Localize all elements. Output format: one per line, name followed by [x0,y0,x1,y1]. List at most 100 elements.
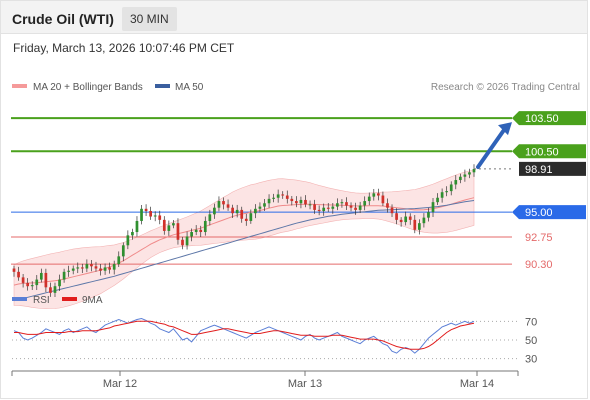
candle-body [326,207,330,209]
candle-body [404,216,408,223]
level-label-90.30: 90.30 [525,259,553,271]
candle-body [108,267,111,270]
candle-body [162,219,166,231]
legend-label-ma20: MA 20 + Bollinger Bands [33,82,143,93]
legend-swatch-ma20 [12,84,27,88]
x-tick-label: Mar 13 [288,378,322,390]
candle-body [431,202,435,213]
candle-body [276,194,280,198]
candle-body [345,202,348,206]
candle-body [94,266,98,269]
candle-body [158,215,162,220]
candle-body [203,220,207,233]
candle-body [39,272,43,280]
candle-body [367,196,371,202]
legend-swatch-ma50 [155,84,170,88]
candle-body [103,267,107,271]
candle-body [121,245,125,257]
rsi-tick-70: 70 [525,316,537,328]
timeframe-button[interactable]: 30 MIN [122,7,177,31]
chart-header: Crude Oil (WTI) 30 MIN [0,0,588,34]
candle-body [358,205,362,210]
x-axis: Mar 12 Mar 13 Mar 14 [11,371,519,390]
candle-body [12,268,16,272]
candle-body [231,207,234,214]
candle-body [285,195,289,199]
candle-body [436,197,439,203]
candle-body [317,209,321,212]
last-price-label: 98.91 [525,164,553,176]
candle-body [390,207,394,214]
candle-body [295,201,298,204]
x-tick-label: Mar 12 [103,378,137,390]
candle-body [208,214,212,221]
candle-body [454,180,458,185]
candle-body [363,201,367,206]
candle-body [21,277,25,283]
candle-body [80,267,84,269]
candle-body [26,282,30,287]
candle-body [304,199,307,205]
candle-body [140,208,143,221]
candle-body [440,192,444,198]
candle-body [445,191,449,193]
candle-body [213,207,216,215]
candle-body [372,193,376,197]
level-label-100.50: 100.50 [525,146,559,158]
candle-body [399,219,403,223]
candle-body [472,168,476,173]
candle-body [377,193,380,196]
level-tag-100.50 [512,144,586,159]
candle-body [190,232,193,237]
candle-body [53,286,57,293]
candle-body [381,195,385,204]
candle-body [167,225,171,231]
candle-body [313,204,316,210]
instrument-title: Crude Oil (WTI) [12,11,114,27]
candle-body [258,206,262,209]
candle-body [112,264,116,270]
candle-body [281,194,285,196]
candle-body [395,213,398,220]
candle-body [427,212,430,218]
last-price-tag [519,161,586,176]
candle-body [336,203,339,207]
ma20-line [13,197,475,286]
candle-body [199,229,203,233]
candle-body [149,211,152,217]
candle-body [254,208,257,214]
candle-body [172,223,175,226]
candle-body [240,209,244,219]
level-label-103.50: 103.50 [525,113,559,125]
legend-label-ma50: MA 50 [175,82,204,93]
candle-body [331,206,335,209]
candle-body [35,279,39,286]
ma50-line [13,200,475,302]
candle-body [267,198,271,204]
projection-arrow [476,125,508,169]
candle-body [222,201,225,205]
candle-body [458,176,462,181]
candle-body [185,236,189,246]
rsi-layer: 70 50 30 [12,316,537,366]
candle-body [67,270,71,272]
candle-body [468,172,471,175]
candle-body [90,264,93,267]
candle-body [322,207,326,212]
candle-body [62,271,66,280]
candle-body [44,272,48,288]
chart-frame [0,33,588,399]
candle-body [299,199,303,204]
candle-body [349,205,353,208]
candle-body [17,271,20,278]
projection-arrowhead [498,122,512,136]
rsi-series-rsi [13,317,475,354]
candle-body [217,201,221,208]
candle-body [413,219,417,230]
candle-body [340,202,344,204]
candle-body [422,217,426,224]
candle-body [408,216,412,220]
candle-body [144,208,148,212]
candle-body [463,174,467,177]
